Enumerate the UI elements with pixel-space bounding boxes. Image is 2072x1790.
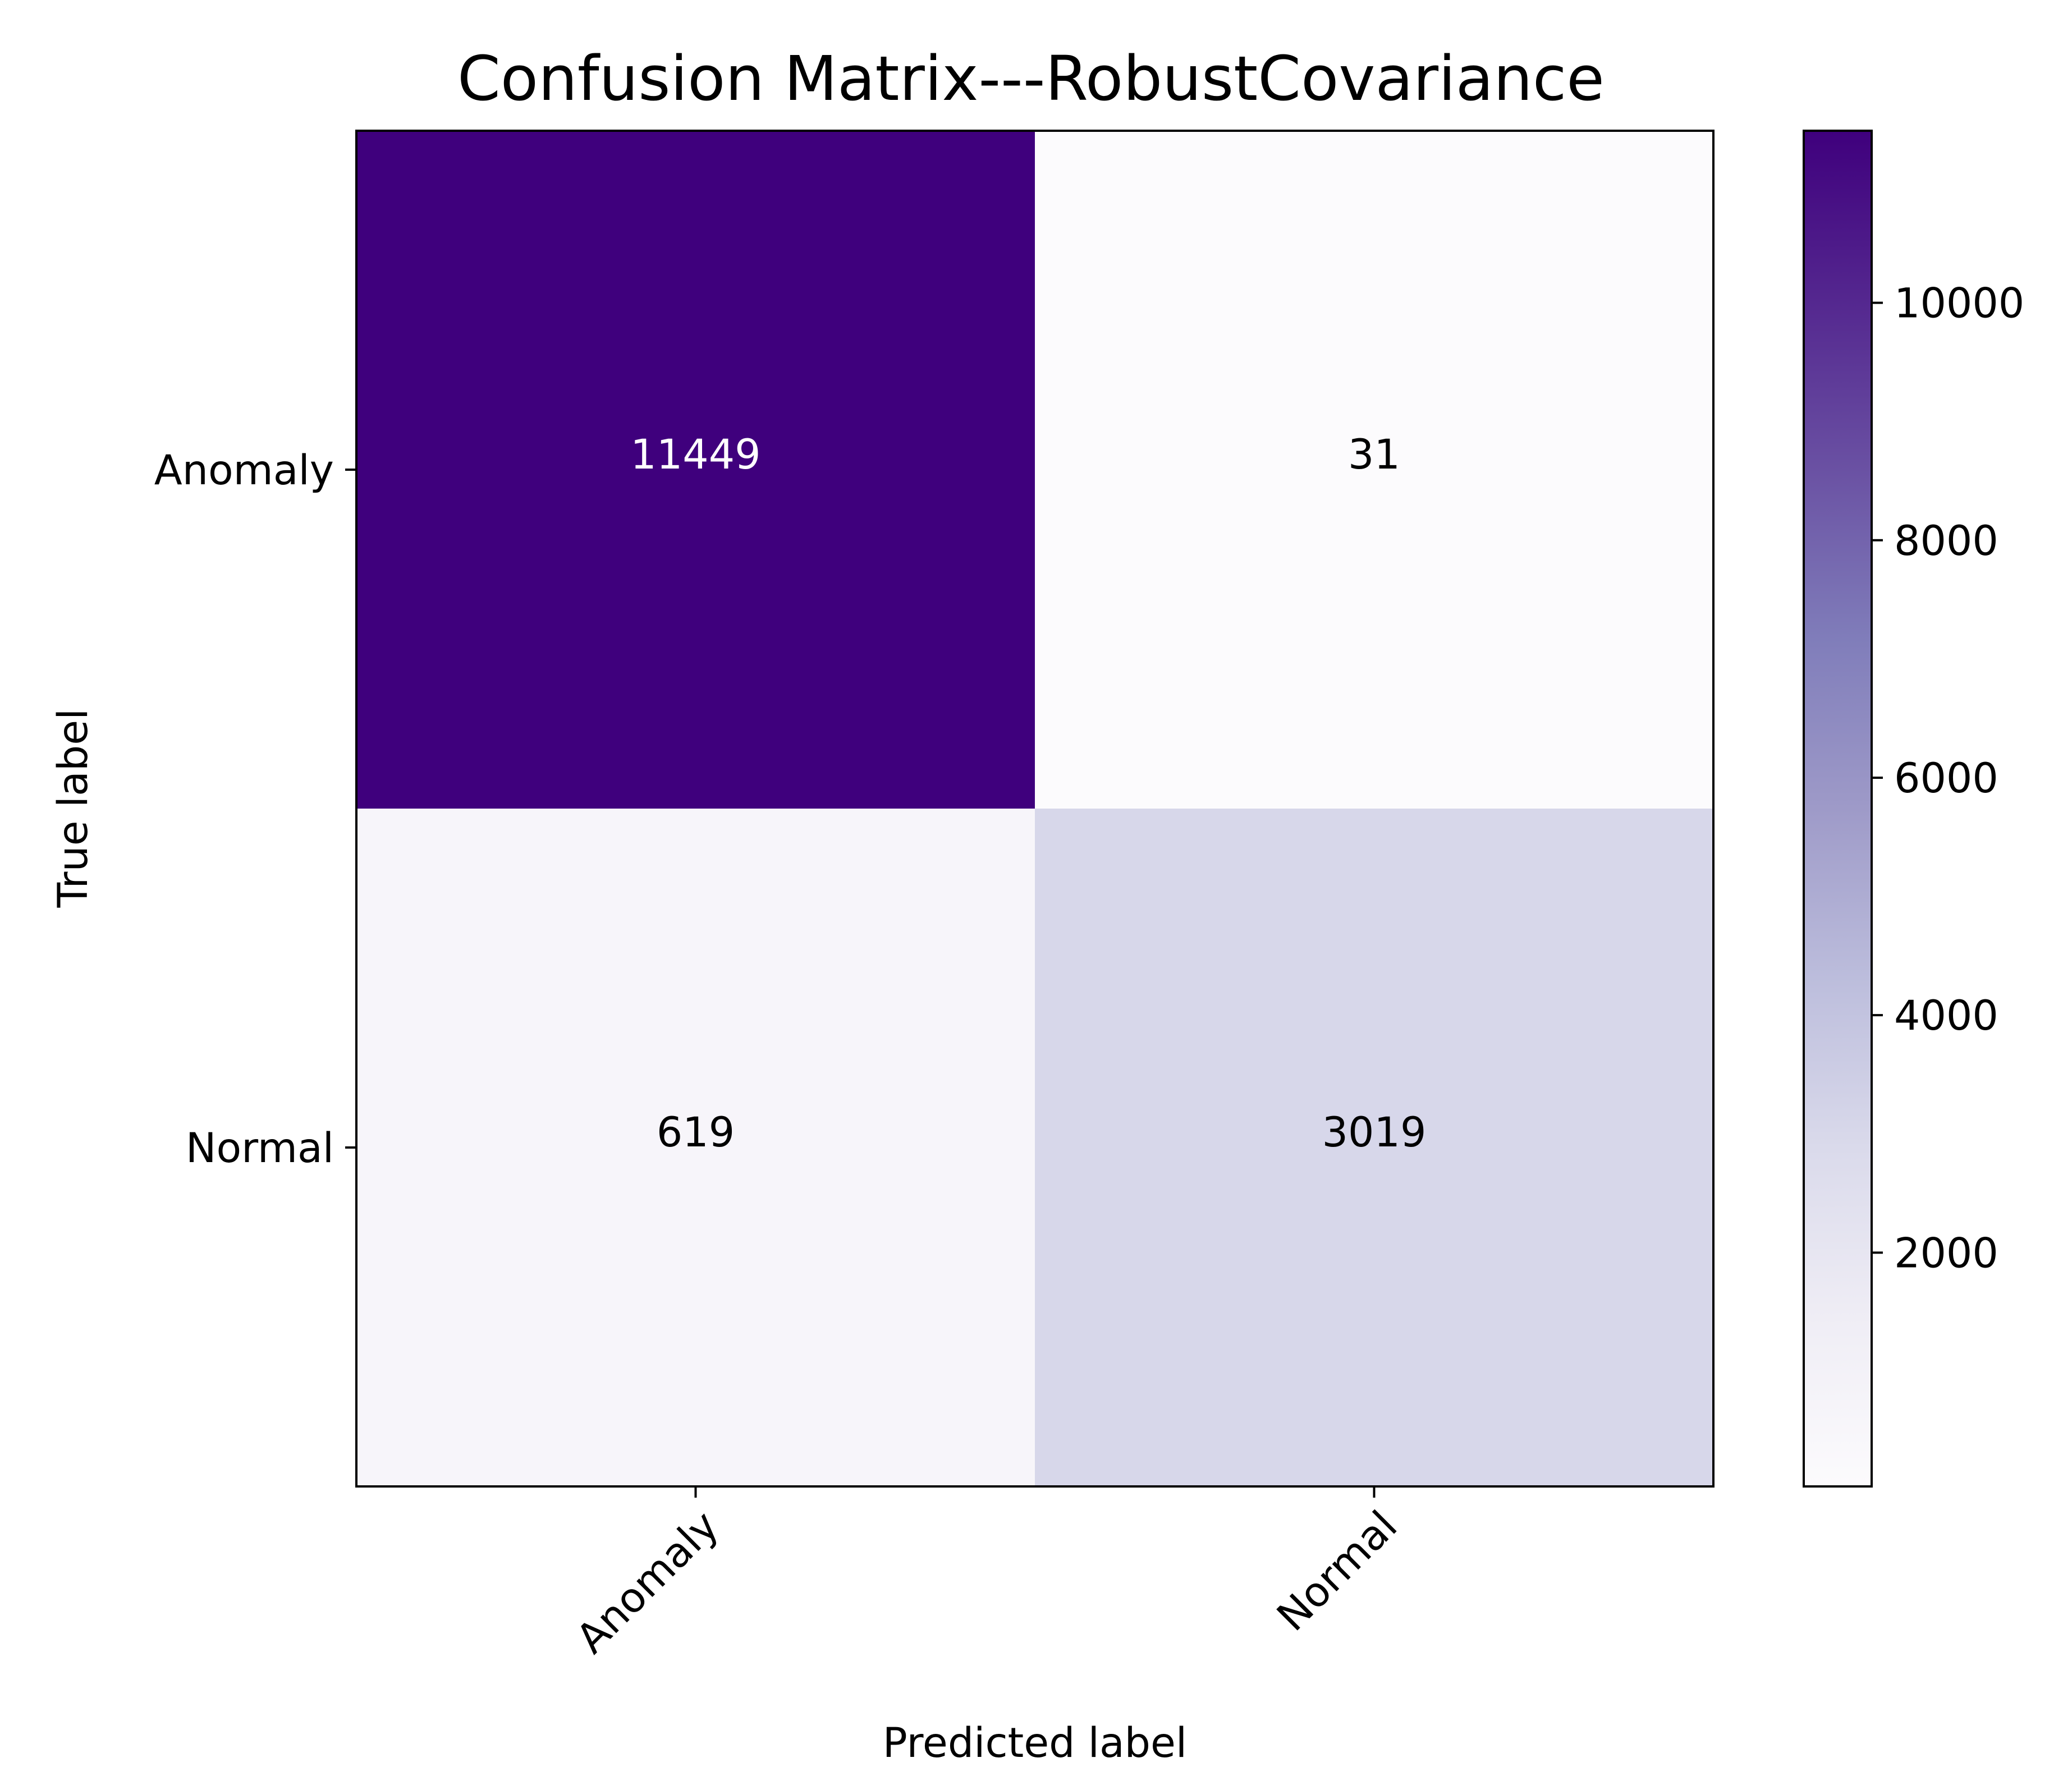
y-axis-ticks: Anomaly Normal bbox=[154, 447, 356, 1172]
colorbar-tick-label: 2000 bbox=[1894, 1229, 1998, 1277]
heatmap-cell-1-0 bbox=[356, 809, 1035, 1486]
heatmap-cell-labels: 11449 31 619 3019 bbox=[630, 431, 1426, 1156]
cell-value-label: 11449 bbox=[630, 431, 760, 479]
cell-value-label: 619 bbox=[657, 1109, 735, 1156]
cell-value-label: 31 bbox=[1348, 431, 1400, 479]
colorbar-tick-label: 8000 bbox=[1894, 517, 1998, 565]
colorbar-tick-label: 6000 bbox=[1894, 755, 1998, 802]
y-tick-label: Anomaly bbox=[154, 447, 334, 494]
x-axis-ticks: Anomaly Normal bbox=[567, 1486, 1406, 1663]
heatmap-cells bbox=[356, 131, 1713, 1486]
x-tick-label: Normal bbox=[1268, 1502, 1406, 1641]
colorbar-tick-label: 4000 bbox=[1894, 992, 1998, 1040]
colorbar-ticks: 2000 4000 6000 8000 10000 bbox=[1872, 280, 2024, 1277]
heatmap-cell-0-0 bbox=[356, 131, 1035, 809]
y-axis-label: True label bbox=[49, 709, 97, 908]
heatmap-cell-1-1 bbox=[1035, 809, 1713, 1486]
heatmap-cell-0-1 bbox=[1035, 131, 1713, 809]
y-tick-label: Normal bbox=[186, 1125, 334, 1172]
chart-title: Confusion Matrix---RobustCovariance bbox=[457, 43, 1605, 114]
plot-frame bbox=[355, 130, 1715, 1488]
colorbar-tick-label: 10000 bbox=[1894, 280, 2024, 328]
colorbar bbox=[1803, 130, 1873, 1488]
cell-value-label: 3019 bbox=[1322, 1109, 1427, 1156]
x-axis-label: Predicted label bbox=[883, 1719, 1187, 1767]
x-tick-label: Anomaly bbox=[567, 1502, 728, 1663]
